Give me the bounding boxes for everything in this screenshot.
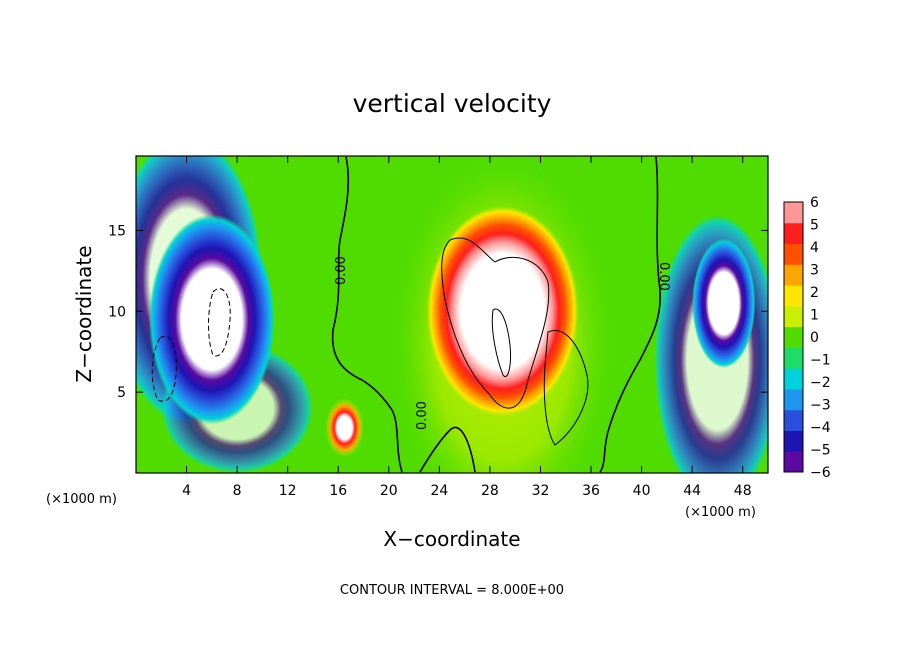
positive-contour-inner-a xyxy=(491,308,511,378)
colorbar-label: −4 xyxy=(810,420,831,436)
contour-label: 0.00 xyxy=(656,262,671,291)
contour-label: 0.00 xyxy=(334,256,349,285)
x-unit-left: (×1000 m) xyxy=(46,492,117,507)
downdraft-region xyxy=(692,238,756,368)
chart-title: vertical velocity xyxy=(353,89,552,118)
x-tick-label: 28 xyxy=(481,483,499,499)
negative-contour-b xyxy=(151,335,177,402)
x-tick-label: 24 xyxy=(430,483,448,499)
colorbar-label: −2 xyxy=(810,375,831,391)
colorbar: 6 5 4 3 2 1 0 −1 −2 −3 −4 −5 −6 xyxy=(783,195,831,481)
x-tick-label: 8 xyxy=(233,483,242,499)
colorbar-swatch xyxy=(784,430,803,452)
zero-contour-lower xyxy=(419,426,476,473)
x-tick-label: 40 xyxy=(633,483,651,499)
y-axis: 5 10 15 xyxy=(108,223,768,401)
colorbar-label: 0 xyxy=(810,330,819,346)
colorbar-label: −1 xyxy=(810,353,831,369)
x-tick-label: 12 xyxy=(279,483,297,499)
positive-contour-main xyxy=(441,237,550,409)
colorbar-swatch xyxy=(784,222,803,245)
colorbar-swatch xyxy=(784,243,803,265)
downdraft-region xyxy=(148,214,276,425)
colorbar-label: −6 xyxy=(810,465,831,481)
y-tick-label: 15 xyxy=(108,223,126,239)
colorbar-swatch xyxy=(784,451,803,473)
plot-area xyxy=(136,156,768,473)
negative-contour-a xyxy=(208,288,231,357)
x-tick-label: 44 xyxy=(683,483,701,499)
y-tick-label: 10 xyxy=(108,304,126,320)
colorbar-swatch xyxy=(784,285,803,307)
updraft-region xyxy=(426,206,579,417)
updraft-region xyxy=(325,398,364,457)
colorbar-swatch xyxy=(784,202,803,224)
colorbar-label: 1 xyxy=(810,308,819,324)
x-axis: 4 8 12 16 20 24 28 32 36 40 44 48 xyxy=(182,156,752,499)
colorbar-swatch xyxy=(784,347,803,369)
colorbar-label: 5 xyxy=(810,218,819,234)
plot-frame xyxy=(135,155,769,474)
zero-contour-right xyxy=(599,156,661,473)
x-tick-label: 4 xyxy=(182,483,191,499)
colorbar-swatch xyxy=(784,368,803,390)
x-tick-label: 20 xyxy=(380,483,398,499)
y-tick-label: 5 xyxy=(117,385,126,401)
colorbar-label: 6 xyxy=(810,195,819,211)
colorbar-swatch xyxy=(784,264,803,286)
zero-contour-left xyxy=(331,156,403,473)
contour-lines xyxy=(151,156,661,473)
colorbar-swatch xyxy=(784,305,803,328)
contour-labels: 0.00 0.00 0.00 xyxy=(334,256,671,430)
colorbar-label: −5 xyxy=(810,443,831,459)
x-unit-right: (×1000 m) xyxy=(685,505,756,520)
x-tick-label: 16 xyxy=(329,483,347,499)
contour-interval-note: CONTOUR INTERVAL = 8.000E+00 xyxy=(340,583,564,598)
colorbar-swatch xyxy=(784,388,803,411)
x-tick-label: 48 xyxy=(734,483,752,499)
colorbar-label: 4 xyxy=(810,240,819,256)
x-tick-label: 36 xyxy=(582,483,600,499)
colorbar-label: 2 xyxy=(810,285,819,301)
colorbar-frame xyxy=(783,201,804,473)
colorbar-swatch xyxy=(784,409,803,431)
colorbar-label: 3 xyxy=(810,263,819,279)
y-axis-label: Z−coordinate xyxy=(72,245,96,382)
colorbar-swatch xyxy=(784,326,803,348)
positive-contour-inner-b xyxy=(543,330,589,446)
contour-label: 0.00 xyxy=(415,401,430,430)
features-layer xyxy=(136,156,768,473)
x-axis-label: X−coordinate xyxy=(383,527,520,551)
x-tick-label: 32 xyxy=(532,483,550,499)
colorbar-label: −3 xyxy=(810,398,831,414)
